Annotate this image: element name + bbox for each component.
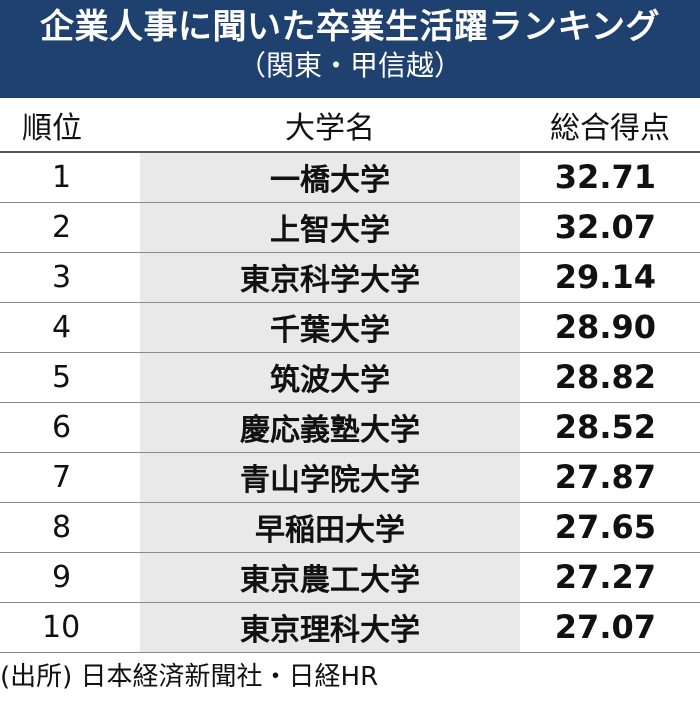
source-note: (出所) 日本経済新聞社・日経HR — [0, 662, 379, 692]
university-cell: 一橋大学 — [140, 152, 520, 203]
university-cell: 東京科学大学 — [140, 252, 520, 303]
score-cell: 27.27 — [520, 552, 700, 603]
score-cell: 28.52 — [520, 402, 700, 453]
rank-cell: 7 — [0, 452, 140, 503]
table-row: 4 千葉大学 28.90 — [0, 302, 700, 353]
score-cell: 28.82 — [520, 352, 700, 403]
header-score: 総合得点 — [520, 98, 700, 153]
score-cell: 32.71 — [520, 152, 700, 203]
table-row: 8 早稲田大学 27.65 — [0, 502, 700, 553]
rank-cell: 9 — [0, 552, 140, 603]
score-cell: 27.07 — [520, 602, 700, 653]
rank-cell: 3 — [0, 252, 140, 303]
university-cell: 上智大学 — [140, 202, 520, 253]
page-subtitle: （関東・甲信越） — [237, 49, 462, 82]
university-cell: 千葉大学 — [140, 302, 520, 353]
rank-cell: 1 — [0, 152, 140, 203]
score-cell: 28.90 — [520, 302, 700, 353]
table-row: 2 上智大学 32.07 — [0, 202, 700, 253]
score-cell: 32.07 — [520, 202, 700, 253]
header-rank: 順位 — [0, 98, 140, 153]
university-cell: 慶応義塾大学 — [140, 402, 520, 453]
table-row: 1 一橋大学 32.71 — [0, 152, 700, 203]
rank-cell: 6 — [0, 402, 140, 453]
title-banner: 企業人事に聞いた卒業生活躍ランキング （関東・甲信越） — [0, 0, 700, 98]
rank-cell: 4 — [0, 302, 140, 353]
university-cell: 東京理科大学 — [140, 602, 520, 653]
university-cell: 青山学院大学 — [140, 452, 520, 503]
score-cell: 29.14 — [520, 252, 700, 303]
table-row: 5 筑波大学 28.82 — [0, 352, 700, 403]
rank-cell: 5 — [0, 352, 140, 403]
table-row: 10 東京理科大学 27.07 — [0, 602, 700, 653]
university-cell: 東京農工大学 — [140, 552, 520, 603]
rank-cell: 8 — [0, 502, 140, 553]
table-row: 7 青山学院大学 27.87 — [0, 452, 700, 503]
table-row: 9 東京農工大学 27.27 — [0, 552, 700, 603]
rank-cell: 10 — [0, 602, 140, 653]
table-row: 3 東京科学大学 29.14 — [0, 252, 700, 303]
university-cell: 早稲田大学 — [140, 502, 520, 553]
university-cell: 筑波大学 — [140, 352, 520, 403]
table-row: 6 慶応義塾大学 28.52 — [0, 402, 700, 453]
score-cell: 27.87 — [520, 452, 700, 503]
score-cell: 27.65 — [520, 502, 700, 553]
table-header-row: 順位 大学名 総合得点 — [0, 98, 700, 153]
rank-cell: 2 — [0, 202, 140, 253]
page-title: 企業人事に聞いた卒業生活躍ランキング — [40, 7, 660, 47]
header-university: 大学名 — [140, 98, 520, 153]
ranking-table: 順位 大学名 総合得点 1 一橋大学 32.71 2 上智大学 32.07 3 … — [0, 98, 700, 653]
